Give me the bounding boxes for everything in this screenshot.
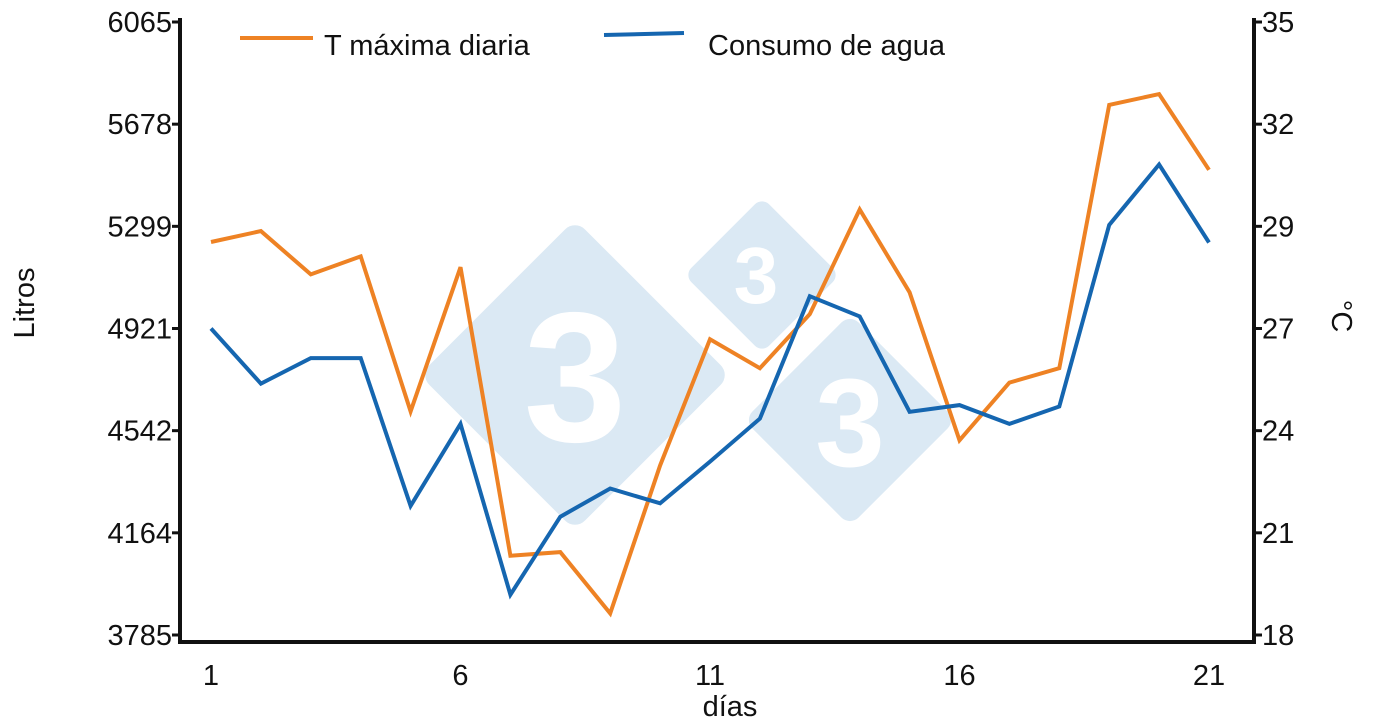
x-axis-tick-label: 21 (1193, 660, 1225, 692)
legend-label-consumption: Consumo de agua (708, 30, 946, 62)
watermark-diamond-small (688, 201, 836, 349)
x-axis-title: días (703, 691, 758, 721)
series-lines (209, 91, 1211, 618)
left-axis-ticks: 3785 4164 4542 4921 5299 5678 6065 (107, 7, 180, 652)
series-line-temperature (210, 91, 1211, 618)
left-axis-tick-label: 4164 (107, 518, 172, 550)
right-axis-tick-label: 35 (1262, 7, 1294, 39)
watermark-logo: 3 3 3 (425, 201, 952, 525)
right-axis-tick-label: 32 (1262, 109, 1294, 141)
left-axis-tick-label: 5299 (107, 211, 172, 243)
right-axis-tick-label: 18 (1262, 620, 1294, 652)
left-axis-tick-label: 4542 (107, 416, 172, 448)
watermark-diamond-medium (748, 318, 952, 522)
watermark-digit-medium: 3 (815, 354, 885, 493)
x-axis-tick-label: 6 (452, 660, 468, 692)
x-axis-tick-label: 1 (203, 660, 219, 692)
left-axis-tick-label: 3785 (107, 620, 172, 652)
series-line-water-consumption (209, 161, 1211, 600)
left-axis-tick-label: 6065 (107, 7, 172, 39)
x-axis-ticks: 1 6 11 16 21 (203, 660, 1225, 692)
left-axis-tick-label: 4921 (107, 314, 172, 346)
y-axis-title-right: °C (1325, 300, 1357, 333)
y-axis-title-left: Litros (9, 268, 41, 339)
legend-label-temperature: T máxima diaria (324, 30, 531, 62)
x-axis-tick-label: 11 (695, 660, 725, 692)
right-axis-tick-label: 27 (1262, 314, 1294, 346)
x-axis-tick-label: 16 (943, 660, 975, 692)
right-axis-tick-label: 24 (1262, 416, 1294, 448)
right-axis-tick-label: 21 (1262, 518, 1294, 550)
watermark-digit-large: 3 (524, 275, 627, 481)
right-axis-ticks: 18 21 24 27 29 32 35 (1254, 7, 1294, 652)
watermark-digit-small: 3 (734, 231, 779, 320)
right-axis-tick-label: 29 (1262, 211, 1294, 243)
legend: T máxima diaria Consumo de agua (240, 30, 946, 62)
watermark-diamond-large (425, 225, 725, 525)
left-axis-tick-label: 5678 (107, 109, 172, 141)
legend-swatch-consumption (603, 31, 685, 37)
